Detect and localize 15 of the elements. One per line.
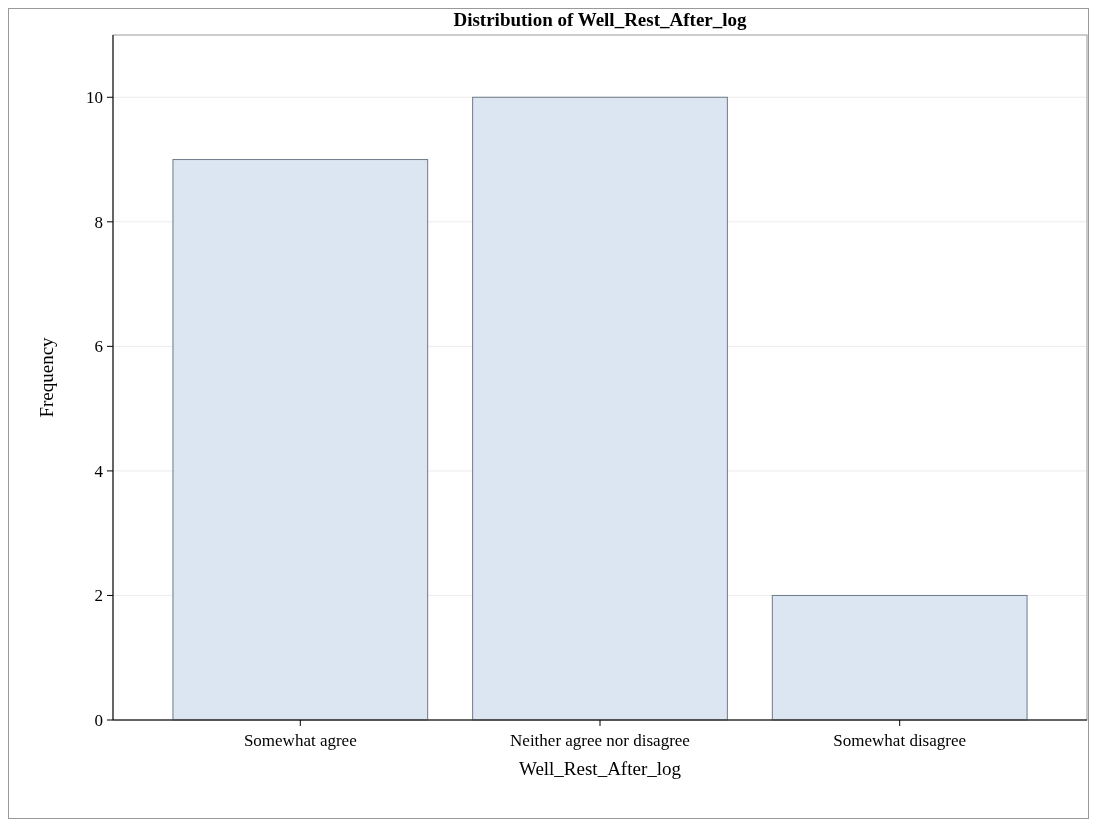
bar (771, 594, 1028, 721)
y-tick-label: 8 (94, 212, 103, 232)
y-tick-label: 10 (86, 88, 103, 108)
y-tick-label: 0 (94, 710, 103, 730)
chart-title: Distribution of Well_Rest_After_log (453, 9, 748, 30)
x-axis-title: Well_Rest_After_log (518, 758, 682, 779)
bar (172, 159, 429, 721)
y-axis-title: Frequency (36, 336, 57, 418)
x-tick-label: Somewhat agree (243, 731, 357, 750)
y-tick-label: 2 (94, 586, 103, 606)
x-tick-label: Somewhat disagree (833, 731, 967, 750)
x-tick-label: Neither agree nor disagree (510, 731, 690, 750)
y-tick-label: 6 (94, 337, 103, 357)
bar (472, 96, 728, 721)
y-tick-label: 4 (94, 461, 104, 481)
